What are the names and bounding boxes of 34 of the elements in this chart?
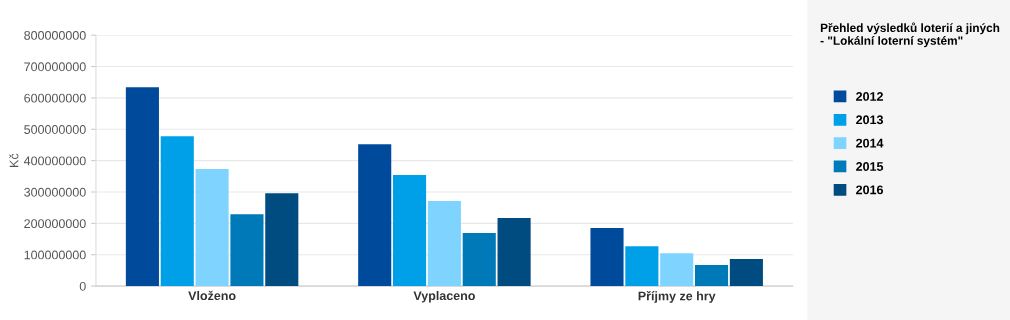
x-tick-label: Vloženo — [188, 290, 236, 301]
y-tick-label: 0 — [79, 281, 86, 291]
bar — [160, 136, 194, 287]
text: Přehled výsledků loterií a jiných - "Lokální loterní systém" — [820, 22, 1000, 48]
bar — [195, 169, 229, 287]
bar — [590, 228, 624, 287]
bar — [497, 218, 531, 287]
bar — [265, 193, 299, 287]
y-tick-label: 800000000 — [24, 31, 86, 40]
bar — [625, 246, 659, 287]
bar — [729, 259, 763, 287]
legend-label: 2014 — [856, 138, 884, 148]
y-tick-label: 300000000 — [24, 187, 86, 197]
y-tick-label: 400000000 — [23, 156, 86, 166]
bar — [393, 175, 427, 287]
bar — [230, 214, 264, 287]
y-tick-label: 200000000 — [24, 219, 86, 229]
legend-label: 2016 — [856, 185, 884, 195]
legend-label: 2015 — [856, 162, 884, 171]
y-tick-label: 600000000 — [24, 93, 86, 103]
y-axis-title: Kč — [9, 153, 19, 167]
y-tick-label: 500000000 — [24, 125, 86, 134]
bar — [462, 233, 496, 287]
bar — [660, 253, 694, 287]
y-tick-label: 100000000 — [24, 250, 86, 260]
x-tick-label: Vyplaceno — [413, 290, 475, 303]
x-tick-label: Příjmy ze hry — [638, 290, 716, 303]
legend-label: 2013 — [856, 115, 884, 125]
bar — [125, 87, 159, 287]
bar — [427, 201, 461, 287]
bar — [694, 265, 729, 287]
bar — [358, 144, 392, 287]
legend-label: 2012 — [856, 92, 883, 101]
y-tick-label: 700000000 — [24, 62, 86, 72]
